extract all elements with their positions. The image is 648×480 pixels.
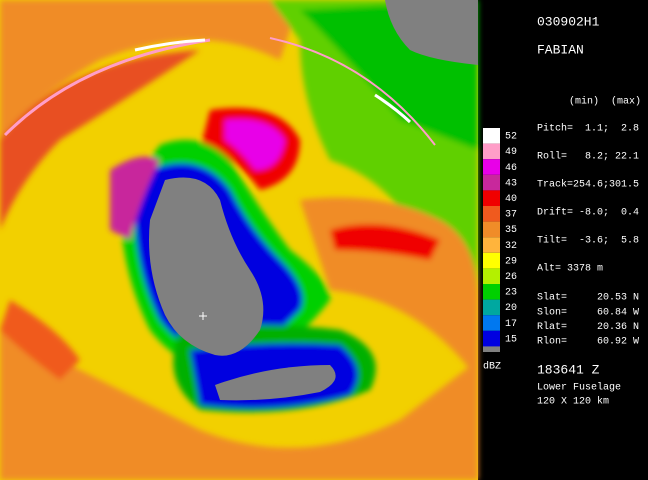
range: 120 X 120 km bbox=[537, 396, 609, 408]
positions: Slat= 20.53 N Slon= 60.84 W Rlat= 20.36 N R… bbox=[537, 292, 639, 348]
position-row: Rlat= 20.36 N bbox=[537, 321, 639, 333]
scale-unit: dBZ bbox=[483, 361, 501, 373]
scale-swatch bbox=[483, 143, 500, 160]
scale-label: 37 bbox=[505, 210, 517, 221]
scale-swatch bbox=[483, 237, 500, 253]
scale-swatch bbox=[483, 299, 500, 316]
scale-label: 40 bbox=[505, 194, 517, 205]
position-row: Slat= 20.53 N bbox=[537, 292, 639, 304]
scale-label: 26 bbox=[505, 272, 517, 283]
attitude-row: Pitch= 1.1; 2.8 bbox=[537, 123, 639, 135]
scale-label: 29 bbox=[505, 256, 517, 267]
time: 183641 Z bbox=[537, 362, 600, 377]
flight-id: 030902H1 bbox=[537, 14, 600, 29]
attitude-rows: Pitch= 1.1; 2.8 Roll= 8.2; 22.1 Track=254.… bbox=[537, 123, 639, 247]
position-row: Rlon= 60.92 W bbox=[537, 336, 639, 348]
scale-swatch bbox=[483, 128, 500, 144]
scale-swatch bbox=[483, 221, 500, 238]
scale-swatch bbox=[483, 174, 500, 191]
scale-label: 17 bbox=[505, 319, 517, 330]
column-header: (min) (max) bbox=[569, 96, 641, 108]
storm-name: FABIAN bbox=[537, 42, 584, 57]
scale-swatch bbox=[483, 268, 500, 284]
scale-label: 43 bbox=[505, 178, 517, 189]
scale-swatch bbox=[483, 330, 500, 347]
radar-name: Lower Fuselage bbox=[537, 382, 621, 394]
scale-label: 49 bbox=[505, 147, 517, 158]
attitude-row: Track=254.6;301.5 bbox=[537, 179, 639, 191]
scale-label: 46 bbox=[505, 163, 517, 174]
scale-swatch bbox=[483, 284, 500, 300]
scale-swatch bbox=[483, 315, 500, 331]
scale-swatch bbox=[483, 190, 500, 206]
scale-label: 23 bbox=[505, 288, 517, 299]
scale-label: 20 bbox=[505, 303, 517, 314]
scale-swatch bbox=[483, 159, 500, 175]
scale-label: 15 bbox=[505, 334, 517, 345]
attitude-row: Drift= -8.0; 0.4 bbox=[537, 207, 639, 219]
scale-swatch bbox=[483, 252, 500, 269]
scale-label: 35 bbox=[505, 225, 517, 236]
scale-label: 32 bbox=[505, 241, 517, 252]
scale-swatch bbox=[483, 206, 500, 222]
attitude-row: Tilt= -3.6; 5.8 bbox=[537, 235, 639, 247]
radar-image bbox=[0, 0, 478, 480]
position-row: Slon= 60.84 W bbox=[537, 306, 639, 318]
scale-label: 52 bbox=[505, 132, 517, 143]
color-scale: 52 49 46 43 40 37 35 32 29 26 23 20 17 15 bbox=[483, 128, 517, 352]
attitude-row: Roll= 8.2; 22.1 bbox=[537, 151, 639, 163]
altitude: Alt= 3378 m bbox=[537, 263, 603, 275]
